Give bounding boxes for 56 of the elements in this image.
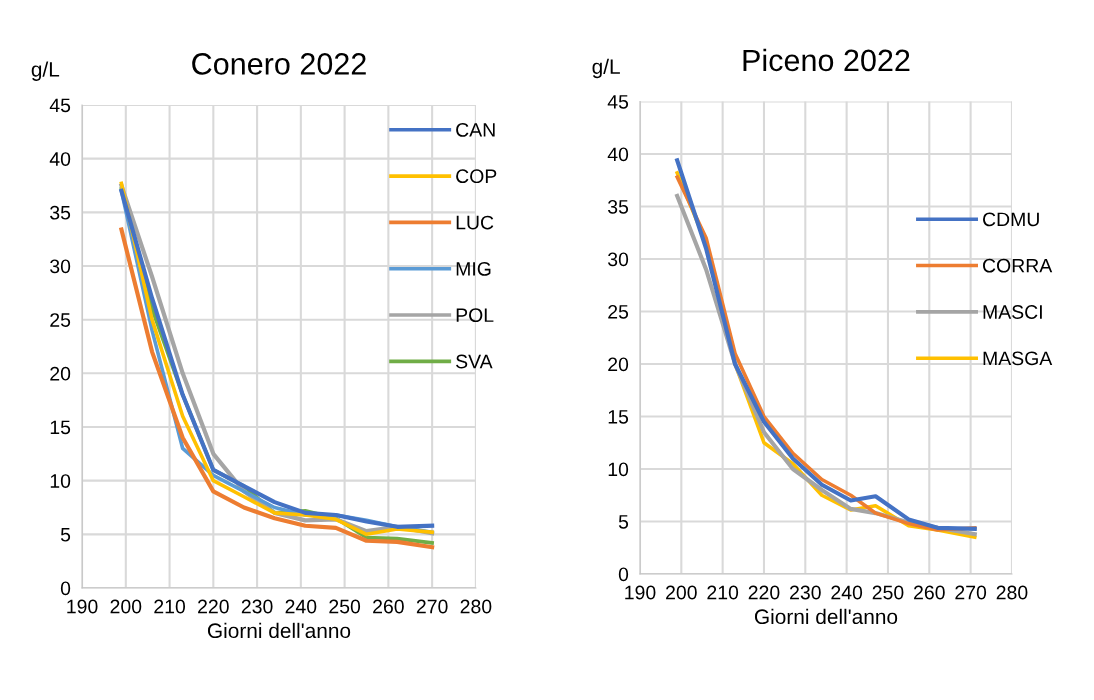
y-tick-label: 45 — [49, 98, 71, 113]
y-axis-title: g/L — [31, 61, 60, 81]
x-tick-label: 230 — [790, 585, 821, 600]
chart-title: Piceno 2022 — [743, 48, 910, 72]
x-tick-label: 270 — [955, 585, 987, 600]
y-tick-label: 35 — [50, 205, 71, 220]
y-tick-label: 30 — [50, 259, 71, 274]
x-tick-label: 280 — [996, 585, 1028, 600]
x-tick-label: 250 — [872, 585, 904, 600]
x-tick-label: 210 — [707, 585, 739, 600]
legend-label: MIG — [456, 261, 491, 276]
y-axis-title: g/L — [592, 58, 620, 79]
legend-label: COP — [456, 169, 497, 184]
x-tick-label: 210 — [154, 599, 186, 614]
y-tick-label: 20 — [608, 357, 629, 372]
y-tick-label: 10 — [50, 474, 71, 488]
legend-label: SVA — [456, 354, 493, 369]
y-tick-label: 45 — [607, 95, 629, 109]
y-tick-label: 0 — [60, 581, 71, 596]
legend-label: CDMU — [983, 212, 1039, 227]
x-tick-label: 240 — [285, 599, 317, 614]
x-tick-label: 230 — [241, 599, 273, 614]
y-tick-label: 10 — [608, 462, 629, 477]
y-tick-label: 40 — [49, 152, 71, 166]
x-tick-label: 260 — [373, 599, 404, 614]
y-tick-label: 5 — [618, 515, 629, 529]
x-tick-label: 280 — [460, 599, 492, 614]
legend-label: MASGA — [983, 351, 1053, 366]
chart-title: Conero 2022 — [192, 53, 366, 75]
y-tick-label: 40 — [607, 147, 629, 162]
legend-label: MASCI — [983, 305, 1042, 319]
x-tick-label: 220 — [748, 585, 780, 600]
x-tick-label: 250 — [329, 599, 361, 614]
legend-label: LUC — [456, 215, 494, 230]
y-tick-label: 5 — [60, 528, 71, 542]
y-tick-label: 0 — [618, 567, 629, 582]
y-tick-label: 15 — [50, 420, 71, 435]
x-tick-label: 200 — [666, 585, 697, 600]
x-axis-title: Giorni dell'anno — [207, 622, 351, 639]
x-tick-label: 190 — [625, 585, 656, 600]
y-tick-label: 15 — [608, 410, 629, 424]
legend-label: POL — [456, 308, 494, 323]
x-tick-label: 270 — [416, 599, 448, 614]
y-tick-label: 30 — [607, 252, 629, 267]
x-tick-label: 190 — [67, 599, 98, 614]
x-tick-label: 220 — [198, 599, 229, 614]
x-tick-label: 200 — [110, 599, 142, 614]
y-tick-label: 35 — [607, 199, 629, 214]
x-axis-title: Giorni dell'anno — [754, 608, 898, 625]
y-tick-label: 25 — [608, 304, 629, 319]
y-tick-label: 20 — [50, 366, 71, 381]
legend-label: CORRA — [983, 258, 1053, 273]
x-tick-label: 240 — [831, 585, 863, 600]
legend-label: CAN — [456, 123, 495, 137]
y-tick-label: 25 — [50, 313, 71, 327]
x-tick-label: 260 — [914, 585, 945, 600]
